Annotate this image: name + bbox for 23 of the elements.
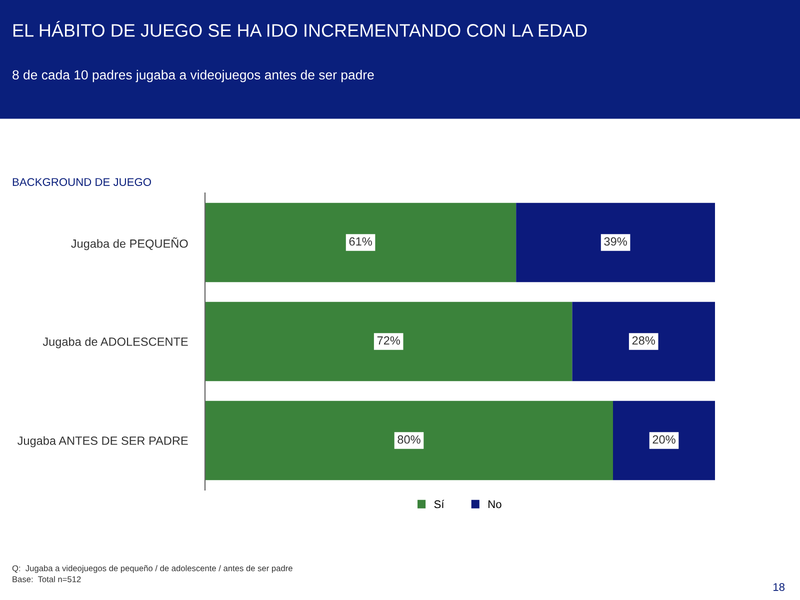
bar: [516, 202, 715, 282]
text: BACKGROUND DE JUEGO: [12, 178, 151, 186]
text: Base: Total n=512: [12, 576, 81, 582]
chart-title: EL HÁBITO DE JUEGO SE HA IDO INCREMENTANDO CON LA EDAD: [13, 21, 587, 37]
text: Q: Jugaba a videojuegos de pequeño / de adolescente / antes de ser padre: [12, 565, 292, 573]
bar: [205, 202, 516, 282]
data-label: 72%: [377, 336, 400, 345]
chart-subtitle: 8 de cada 10 padres jugaba a videojuegos antes de ser padre: [12, 70, 374, 82]
y-tick-label: Jugaba ANTES DE SER PADRE: [17, 436, 188, 448]
text: 18: [773, 583, 785, 591]
legend-label: Sí: [434, 500, 444, 508]
legend-label: No: [488, 500, 502, 508]
data-label: 61%: [349, 237, 372, 246]
bar: [613, 400, 715, 480]
bar: [205, 302, 572, 382]
y-tick-label: Jugaba de ADOLESCENTE: [42, 337, 188, 348]
data-label: 39%: [604, 237, 627, 246]
bar: [572, 302, 715, 382]
data-label: 20%: [652, 435, 676, 444]
bar: [205, 400, 613, 480]
data-label: 28%: [632, 336, 655, 345]
y-tick-label: Jugaba de PEQUEÑO: [71, 237, 188, 250]
data-label: 80%: [398, 435, 420, 444]
